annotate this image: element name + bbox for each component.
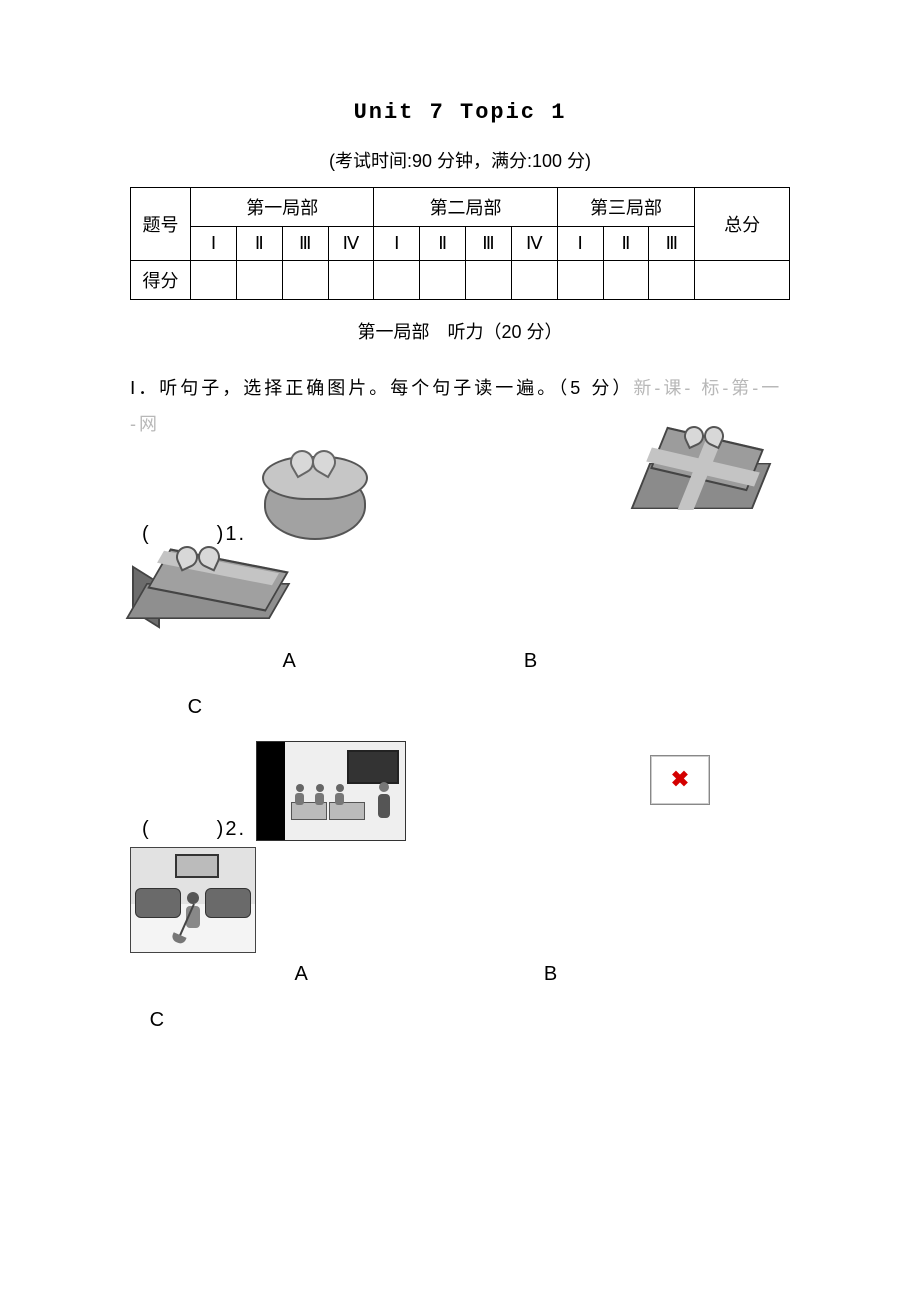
- choice-c: C: [150, 1009, 164, 1031]
- group-2-header: 第二局部: [374, 188, 557, 227]
- section-heading: 第一局部 听力（20 分）: [130, 318, 790, 344]
- score-cell: [374, 261, 420, 300]
- row-label-defen: 得分: [131, 261, 191, 300]
- question-2: ( )2.: [130, 741, 790, 953]
- q1-paren: ( )1.: [142, 517, 246, 546]
- choice-b: B: [544, 963, 557, 985]
- q1-choices: A B C: [130, 650, 790, 719]
- score-cell: [466, 261, 512, 300]
- gift-flat-icon: [124, 552, 286, 640]
- score-cell: [511, 261, 557, 300]
- gift-round-icon: [256, 450, 370, 546]
- sub-col: Ⅲ: [649, 227, 695, 261]
- sub-col: Ⅱ: [420, 227, 466, 261]
- score-cell: [282, 261, 328, 300]
- q2-paren: ( )2.: [142, 812, 246, 841]
- score-table: 题号 第一局部 第二局部 第三局部 总分 Ⅰ Ⅱ Ⅲ Ⅳ Ⅰ Ⅱ Ⅲ Ⅳ Ⅰ Ⅱ…: [130, 187, 790, 300]
- sub-col: Ⅲ: [466, 227, 512, 261]
- sub-col: Ⅱ: [603, 227, 649, 261]
- q2-image-a: [256, 741, 406, 841]
- q1-image-a: [256, 450, 370, 546]
- choice-c: C: [188, 696, 202, 718]
- page-root: Unit 7 Topic 1 (考试时间:90 分钟，满分:100 分) 题号 …: [0, 0, 920, 1134]
- score-cell: [603, 261, 649, 300]
- total-header: 总分: [695, 188, 790, 261]
- sub-col: Ⅰ: [374, 227, 420, 261]
- score-cell: [420, 261, 466, 300]
- q1-image-c: [124, 552, 286, 640]
- score-cell: [649, 261, 695, 300]
- score-cell: [328, 261, 374, 300]
- group-3-header: 第三局部: [557, 188, 694, 227]
- living-room-icon: [130, 847, 256, 953]
- question-1: ( )1.: [130, 450, 790, 640]
- q1-image-b: [630, 444, 768, 524]
- title: Unit 7 Topic 1: [130, 100, 790, 125]
- sub-col: Ⅱ: [236, 227, 282, 261]
- q2-image-b: [650, 755, 710, 805]
- group-1-header: 第一局部: [191, 188, 374, 227]
- row-label-tihao: 题号: [131, 188, 191, 261]
- sub-col: Ⅳ: [511, 227, 557, 261]
- score-cell: [236, 261, 282, 300]
- choice-a: A: [282, 650, 294, 672]
- sub-col: Ⅳ: [328, 227, 374, 261]
- broken-image-icon: [650, 755, 710, 805]
- sub-col: Ⅰ: [557, 227, 603, 261]
- subtitle: (考试时间:90 分钟，满分:100 分): [130, 147, 790, 173]
- choice-b: B: [524, 650, 537, 672]
- score-cell: [557, 261, 603, 300]
- sub-col: Ⅲ: [282, 227, 328, 261]
- instruction-text: Ⅰ．听句子，选择正确图片。每个句子读一遍。（5 分）: [130, 378, 633, 398]
- choice-a: A: [294, 963, 306, 985]
- sub-col: Ⅰ: [191, 227, 237, 261]
- q2-choices: A B C: [130, 963, 790, 1032]
- classroom-icon: [256, 741, 406, 841]
- score-cell: [191, 261, 237, 300]
- q2-image-c: [130, 847, 256, 953]
- gift-square-icon: [630, 444, 768, 524]
- score-cell: [695, 261, 790, 300]
